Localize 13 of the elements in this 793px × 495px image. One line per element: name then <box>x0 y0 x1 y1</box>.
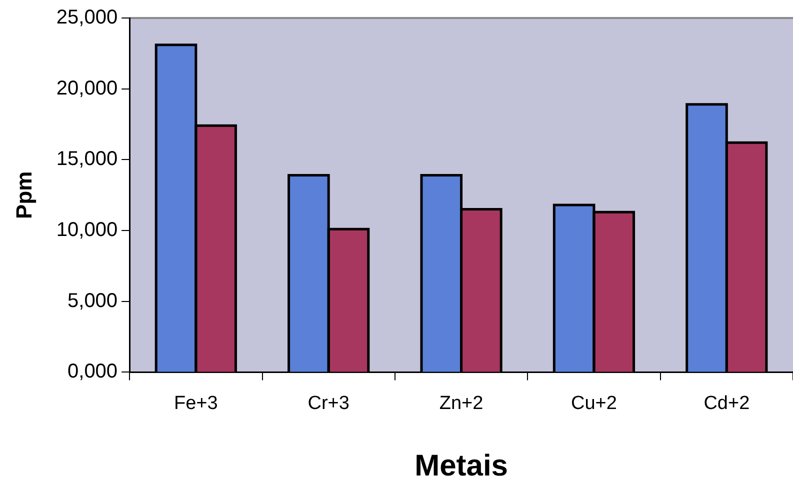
x-tick-label: Zn+2 <box>439 392 484 414</box>
y-tick-label: 10,000 <box>56 219 118 242</box>
x-tick-label: Cd+2 <box>704 392 750 414</box>
y-tick-label: 5,000 <box>68 290 118 312</box>
x-tick-label: Cr+3 <box>308 392 350 414</box>
y-tick-label: 25,000 <box>56 6 118 29</box>
x-axis-title: Metais <box>414 449 508 482</box>
x-tick-label: Cu+2 <box>570 392 617 414</box>
y-axis-title: Ppm <box>11 171 36 219</box>
y-tick-label: 15,000 <box>56 148 118 170</box>
y-tick-label: 20,000 <box>56 77 118 100</box>
y-tick-label: 0,000 <box>68 360 118 383</box>
x-tick-label: Fe+3 <box>174 392 218 414</box>
